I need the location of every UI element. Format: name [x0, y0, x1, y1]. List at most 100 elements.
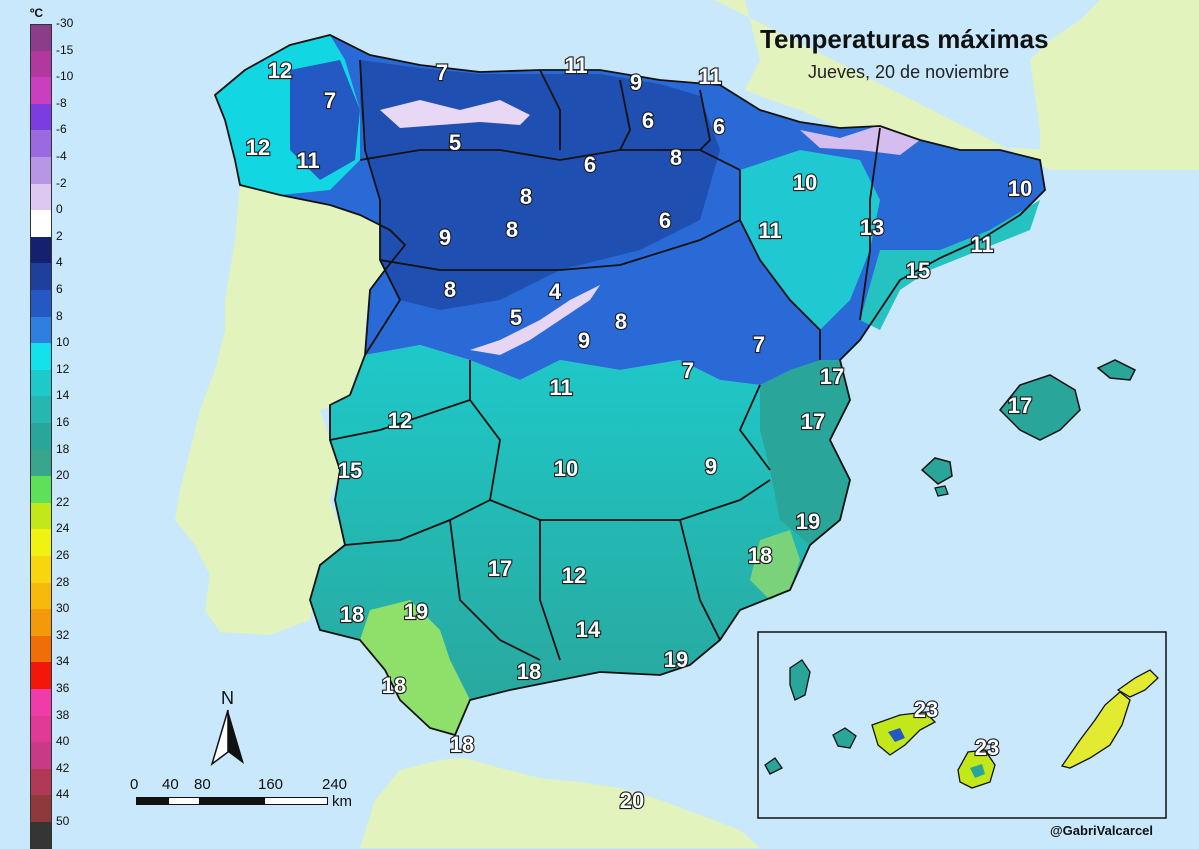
- temperature-label: 9: [578, 328, 590, 353]
- legend-tick-label: 0: [56, 202, 63, 217]
- legend-tick-label: 30: [56, 601, 70, 616]
- la-gomera: [832, 727, 857, 749]
- map-subtitle: Jueves, 20 de noviembre: [808, 62, 1010, 82]
- legend-tick-label: 42: [56, 760, 70, 775]
- legend-tick-label: 16: [56, 415, 70, 429]
- temperature-label: 10: [554, 456, 578, 481]
- temperature-label: 15: [338, 458, 362, 483]
- galicia-inland: [290, 60, 360, 180]
- spain-south: [310, 345, 850, 735]
- legend-tick-label: 24: [56, 521, 70, 536]
- pyrenees-snow: [800, 125, 920, 155]
- temperature-label: 15: [906, 258, 930, 283]
- temperature-label: 8: [506, 217, 518, 242]
- legend-tick-label: -2: [56, 175, 67, 190]
- temperature-label: 6: [713, 114, 725, 139]
- temperature-label: 4: [549, 279, 562, 304]
- temperature-label: 11: [698, 64, 721, 89]
- northeast-teal: [740, 150, 880, 330]
- central-snow: [470, 285, 600, 355]
- temperature-label: 6: [584, 152, 596, 177]
- temperature-label: 19: [404, 599, 428, 624]
- la-palma: [789, 659, 811, 701]
- temperature-label: 18: [517, 659, 541, 684]
- tenerife: [871, 711, 937, 756]
- temperature-label: 8: [444, 277, 456, 302]
- scale-tick-label: 160: [258, 776, 284, 793]
- north-label: N: [221, 688, 234, 708]
- temperature-label: 18: [382, 673, 406, 698]
- temperature-label: 12: [246, 135, 270, 160]
- temperature-label: 5: [449, 130, 461, 155]
- scale-tick-label: 80: [194, 776, 211, 793]
- gran-canaria-center: [970, 764, 985, 778]
- legend-tick-label: 22: [56, 494, 70, 509]
- temperature-label: 17: [1008, 393, 1032, 418]
- scale-segment: [264, 797, 328, 805]
- temperature-label: 9: [630, 70, 642, 95]
- temperature-label: 7: [324, 88, 336, 113]
- temperature-label: 13: [860, 215, 884, 240]
- legend-tick-label: 34: [56, 654, 70, 669]
- legend-tick-label: 6: [56, 282, 63, 296]
- legend-tick-label: -15: [56, 42, 74, 57]
- legend-tick-label: 38: [56, 707, 70, 722]
- lanzarote: [1116, 669, 1159, 698]
- temperature-label: 12: [268, 58, 292, 83]
- legend-tick-label: 40: [56, 734, 70, 749]
- andalusia-green: [360, 600, 470, 735]
- legend-tick-label: -6: [56, 122, 67, 137]
- legend-tick-label: 14: [56, 388, 70, 403]
- catalonia-coast: [860, 200, 1040, 330]
- temperature-label: 8: [520, 184, 532, 209]
- temperature-label: 11: [970, 232, 993, 257]
- scale-segment: [200, 797, 264, 805]
- temperature-label: 12: [388, 408, 412, 433]
- legend-tick-label: 10: [56, 335, 70, 350]
- legend-tick-label: -4: [56, 149, 67, 163]
- temperature-label: 9: [705, 454, 717, 479]
- temperature-label: 10: [1008, 176, 1032, 201]
- temperature-label: 18: [340, 602, 364, 627]
- scale-segment: [168, 797, 200, 805]
- temperature-label: 7: [753, 332, 765, 357]
- temperature-label: 5: [510, 305, 522, 330]
- temperature-label: 17: [801, 409, 825, 434]
- portugal-landmass: [175, 185, 405, 635]
- menorca: [1096, 359, 1137, 381]
- temperature-label: 18: [748, 543, 772, 568]
- formentera: [934, 485, 949, 497]
- france-coast: [715, 0, 1199, 170]
- morocco-landmass: [360, 758, 760, 848]
- regional-borders: [213, 34, 1046, 737]
- temperature-label: 11: [549, 375, 572, 400]
- temperature-label: 11: [564, 53, 587, 78]
- temperature-label: 14: [576, 617, 601, 642]
- el-hierro: [764, 757, 783, 775]
- temperature-label: 8: [670, 145, 682, 170]
- legend-tick-label: -8: [56, 95, 67, 110]
- mallorca: [998, 374, 1081, 441]
- temperature-label: 6: [659, 208, 671, 233]
- scale-segment: [136, 797, 168, 805]
- legend-frame: [30, 24, 52, 849]
- legend-unit: ºC: [30, 6, 44, 20]
- temperature-label: 17: [820, 364, 844, 389]
- legend-tick-label: 26: [56, 548, 70, 562]
- temperature-label: 10: [793, 170, 817, 195]
- legend-tick-label: 28: [56, 574, 70, 589]
- temperature-label: 23: [914, 697, 938, 722]
- temperature-label: 7: [682, 358, 694, 383]
- fuerteventura: [1060, 691, 1131, 769]
- temperature-label: 20: [620, 788, 644, 813]
- temperature-label: 12: [562, 563, 586, 588]
- canary-inset: [757, 631, 1167, 819]
- legend-tick-label: 8: [56, 308, 63, 323]
- map-title: Temperaturas máximas: [760, 24, 1049, 54]
- scale-tick-label: 0: [130, 776, 139, 793]
- temperature-label: 6: [642, 108, 654, 133]
- legend-tick-label: 18: [56, 441, 70, 456]
- cantabrian-snow: [380, 100, 530, 128]
